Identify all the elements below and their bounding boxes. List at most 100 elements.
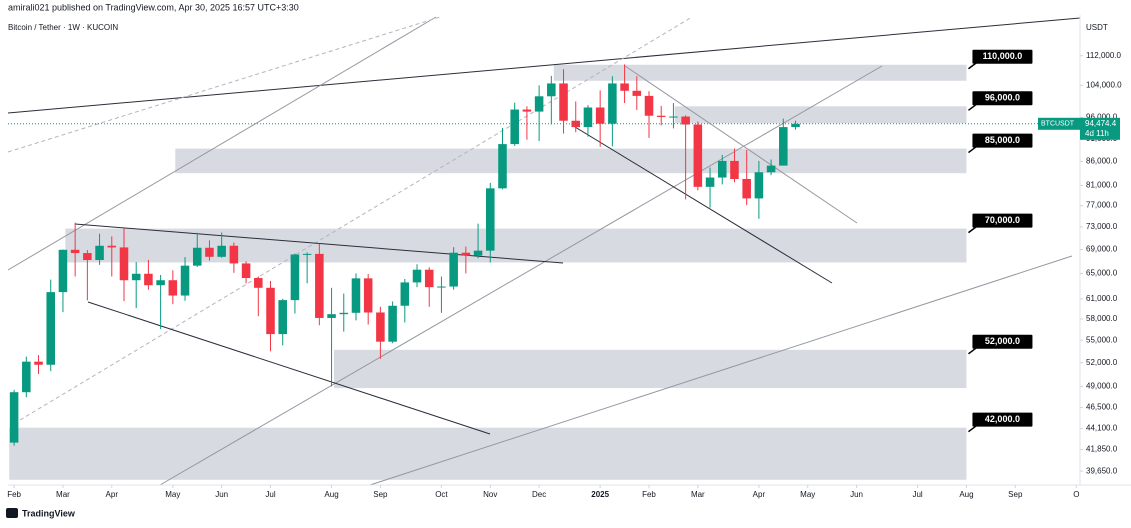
x-tick-label: Feb [642,490,656,499]
zone-label: 70,000.0 [985,215,1020,225]
candle-body [522,109,532,112]
candle-body [22,361,31,393]
candle-body [131,273,141,281]
candle-body [656,115,666,117]
candle-body [327,314,336,318]
zone [553,64,967,81]
publish-info: amirali021 published on TradingView.com,… [8,2,299,12]
candle-body [119,247,129,281]
trend-line [624,65,858,224]
y-tick-label: 104,000.0 [1086,80,1122,89]
zone-label-box [972,213,1033,228]
x-tick-label: Dec [532,490,546,499]
y-tick-label: 96,000.0 [1086,112,1118,121]
candle-body [339,312,349,315]
zones: 110,000.0 96,000.0 85,000.0 70,000.0 52,000.… [9,49,1033,480]
candle-body [547,83,556,97]
zone-label-box [972,133,1033,148]
symbol-tag-text: BTCUSDT [1041,121,1075,128]
x-tick-label: Jun [215,490,228,499]
trend-line [19,16,693,421]
candle-body [437,286,446,288]
candle-body [34,361,43,365]
y-tick-label: 52,000.0 [1086,358,1118,367]
x-tick-label: Sep [1008,490,1023,499]
trend-line [369,255,1073,486]
y-tick-label: 77,000.0 [1086,201,1118,210]
candle-body [595,107,605,124]
candle-body [58,249,68,293]
x-tick-label: Feb [7,490,21,499]
x-tick-label: Jul [265,490,275,499]
y-tick-label: 46,500.0 [1086,402,1118,411]
candle-body [315,253,324,318]
candle-body [559,83,568,121]
x-tick-label: Apr [106,490,119,499]
y-tick-label: 81,000.0 [1086,180,1118,189]
candle-body [205,247,214,257]
x-tick-label: Oct [435,490,448,499]
candle-body [730,160,739,179]
y-tick-label: 58,000.0 [1086,314,1118,323]
zone-label: 52,000.0 [985,336,1020,346]
candle-body [644,95,654,116]
candle-body [693,124,703,187]
y-tick-label: 49,000.0 [1086,382,1118,391]
trend-line [7,16,437,271]
candle-body [498,144,507,189]
x-tick-label: Jul [912,490,922,499]
candle-body [681,116,690,125]
x-tick-label: Aug [324,490,338,499]
x-tick-label: Aug [959,490,973,499]
candle-body [791,123,800,128]
x-tick-label: May [165,490,180,499]
candle-body [779,127,788,166]
trend-line [7,17,1081,114]
x-tick-label: Apr [753,490,766,499]
candle-body [754,172,764,199]
trend-line [574,126,833,284]
x-tick-label: Sep [373,490,388,499]
candle-body [229,245,239,264]
y-tick-label: 112,000.0 [1086,51,1122,60]
candle-body [388,305,397,342]
y-tick-label: 41,850.0 [1086,445,1118,454]
trend-line [159,65,883,486]
candle-body [278,300,287,335]
candle-body [486,188,495,251]
candle-body [583,107,593,128]
trend-line [87,301,491,435]
candle-body [95,245,104,261]
footer-brand: TradingView [22,508,76,518]
zone-label-box [972,412,1033,427]
zone [674,106,967,124]
candle-body [766,165,776,173]
x-tick-label: O [1073,490,1079,499]
y-tick-label: 65,000.0 [1086,269,1118,278]
candle-body [217,245,226,257]
candle-body [9,392,19,443]
zone-label-box [972,91,1033,106]
candle-body [424,269,434,288]
candle-body [412,269,422,283]
candle-body [192,247,202,266]
candle-body [144,273,153,286]
trend-line [74,223,564,264]
x-tick-label: May [800,490,815,499]
y-tick-label: 55,000.0 [1086,335,1118,344]
candles [9,64,800,446]
candle-body [168,280,178,296]
last-price-box [1080,117,1120,140]
candle-body [241,263,251,279]
candle-body [742,178,751,199]
candle-body [351,278,361,313]
y-axis-label: USDT [1086,23,1108,32]
x-tick-label: Jun [850,490,863,499]
candle-body [717,160,727,178]
x-tick-label: Mar [56,490,70,499]
candle-body [449,252,458,287]
axes: 112,000.0104,000.096,000.091,000.086,000… [7,51,1122,499]
y-tick-label: 61,000.0 [1086,294,1118,303]
candle-body [608,83,617,124]
candle-body [620,83,629,91]
